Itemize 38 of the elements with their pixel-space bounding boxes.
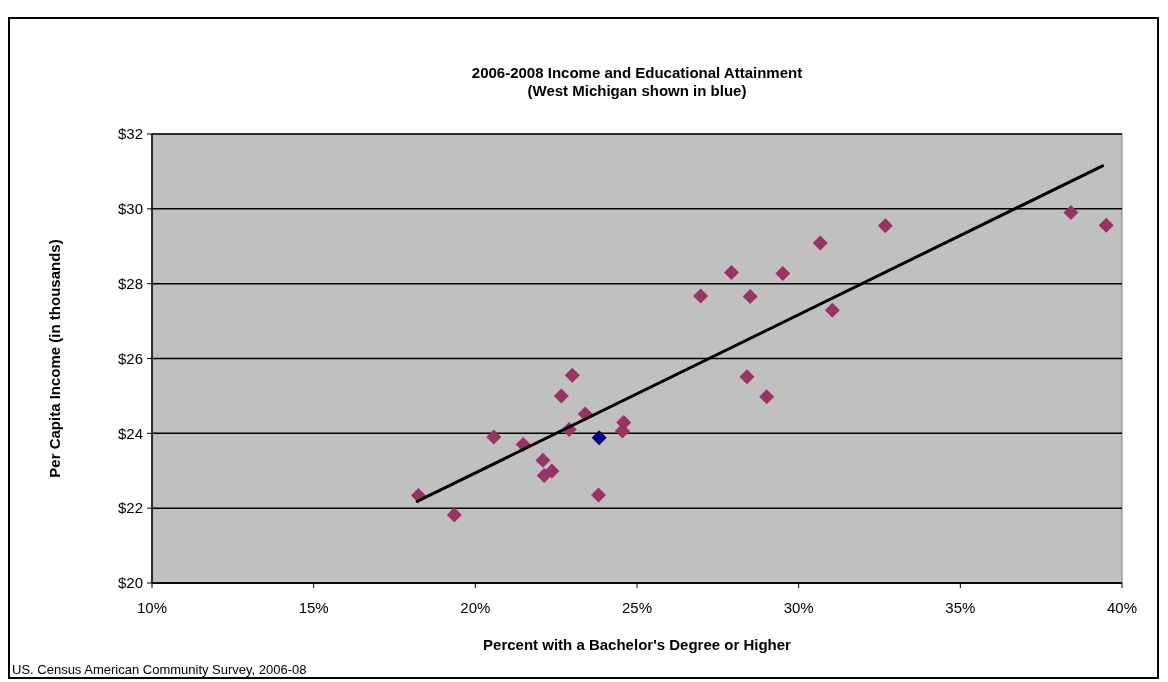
y-tick-label: $26	[117, 349, 143, 367]
y-tick-label: $22	[117, 499, 143, 517]
y-tick-label: $28	[117, 274, 143, 292]
point	[812, 235, 828, 251]
point	[564, 367, 580, 383]
point	[591, 430, 607, 446]
point	[1063, 205, 1079, 221]
point	[723, 264, 739, 280]
y-tick-label: $30	[117, 200, 143, 218]
point	[739, 369, 755, 385]
y-axis-title: Per Capita Income (in thousands)	[46, 239, 63, 478]
x-tick-label: 35%	[945, 599, 976, 616]
point	[775, 266, 791, 282]
point	[591, 487, 607, 503]
point	[544, 463, 560, 479]
point	[759, 389, 775, 405]
y-tick-label: $24	[117, 424, 143, 442]
point	[824, 302, 840, 318]
point	[742, 288, 758, 304]
point	[1098, 217, 1114, 233]
point	[553, 388, 569, 404]
point	[535, 452, 551, 468]
x-tick-label: 40%	[1106, 599, 1138, 616]
y-tick-label: $20	[117, 574, 143, 592]
x-axis-title: Percent with a Bachelor's Degree or Higher	[483, 636, 792, 653]
point	[486, 429, 502, 445]
x-tick-label: 20%	[460, 599, 491, 616]
point	[877, 218, 893, 234]
y-tick-label: $32	[117, 125, 143, 143]
x-tick-label: 30%	[783, 599, 814, 616]
point	[446, 507, 462, 523]
x-tick-label: 10%	[136, 599, 168, 616]
chart-subtitle: (West Michigan shown in blue)	[527, 82, 747, 99]
x-tick-label: 15%	[298, 599, 329, 616]
point	[693, 288, 709, 304]
chart-title: 2006-2008 Income and Educational Attainment	[471, 64, 803, 81]
x-tick-label: 25%	[621, 599, 653, 616]
text: US. Census American Community Survey, 2006-08	[12, 662, 307, 677]
